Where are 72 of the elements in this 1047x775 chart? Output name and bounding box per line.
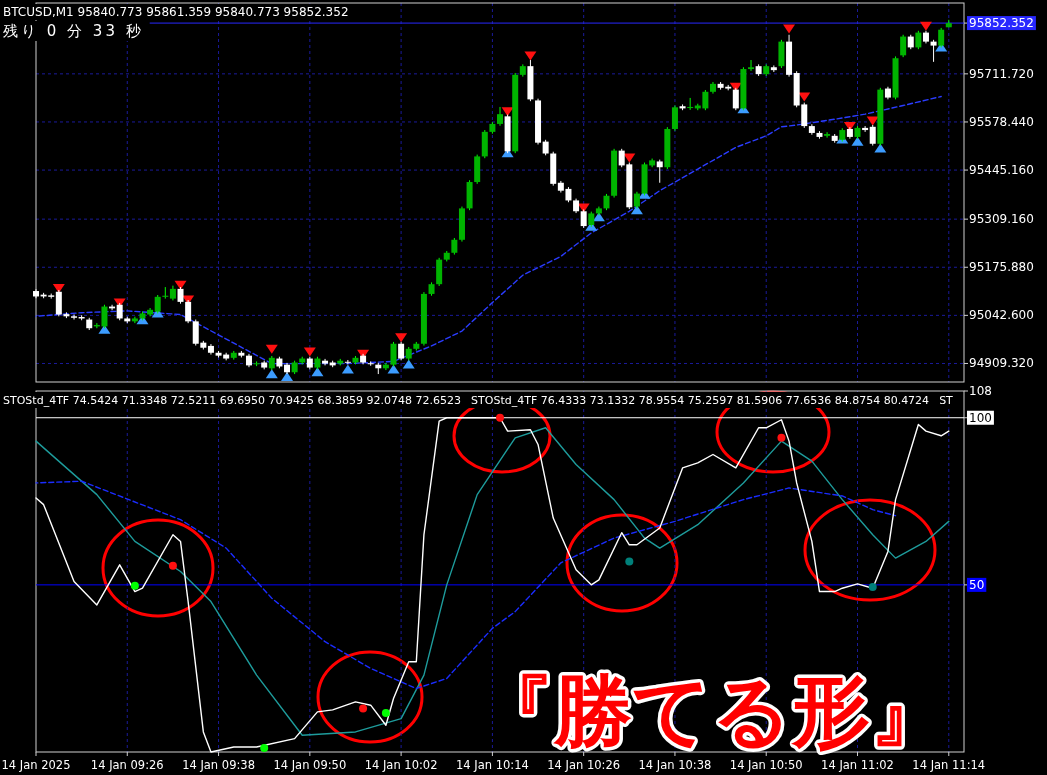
candlestick [671,105,678,132]
candlestick [390,341,397,367]
point [381,708,390,717]
y-tick-label: 95711.720 [969,66,1034,81]
chart-title: STOStd_4TF 74.5424 71.3348 72.5211 69.6950 70.9425 68.3859 92.0748 72.6523 [3,394,462,407]
point [868,582,877,591]
x-tick-label: 14 Jan 11:02 [821,758,894,772]
chart-title: BTCUSD,M1 95840.773 95861.359 95840.773 95852.352 [3,5,349,19]
candlestick [732,87,739,111]
point [168,561,177,570]
x-tick-label: 14 Jan 2025 [1,758,71,772]
y-tick-label: 94909.320 [969,356,1034,371]
point [625,557,634,566]
point [387,364,400,374]
point [359,704,368,713]
candlestick [131,316,138,324]
x-tick-label: 14 Jan 10:50 [729,758,803,772]
y-tick-label: 95309.160 [969,212,1034,227]
candlestick [162,286,169,300]
annotation: 『勝てる形』 [476,666,948,756]
candlestick [322,358,329,366]
point [341,364,354,374]
x-tick-label: 14 Jan 09:50 [273,758,347,772]
point [851,136,864,146]
x-tick-label: 14 Jan 10:14 [455,758,529,772]
candlestick [748,59,755,72]
y-tick-label: 100 [969,410,992,425]
candlestick [344,359,351,365]
candlestick [656,159,663,184]
point [623,153,636,163]
x-tick-label: 14 Jan 10:26 [547,758,621,772]
candlestick [938,27,945,48]
x-tick-label: 14 Jan 11:14 [912,758,986,772]
candlestick [398,341,405,361]
annotation: ST [939,394,954,407]
y-tick-label: 95578.440 [969,114,1034,129]
y-tick-label: 95042.600 [969,308,1034,323]
candlestick [580,208,587,229]
candlestick [862,125,869,133]
point [260,743,269,752]
candlestick [185,299,192,324]
point [311,367,324,377]
y-tick-label: 95175.880 [969,260,1034,275]
y-tick-label: 50 [969,577,985,592]
point [496,413,504,422]
candlestick [930,39,937,63]
point [919,21,932,31]
point [874,143,887,153]
candlestick [869,124,876,147]
point [777,433,786,442]
candlestick [915,30,922,50]
chart-subtitle: STOStd_4TF 76.4333 73.1332 78.9554 75.2597 81.5906 77.6536 84.8754 80.4724 [471,394,930,407]
y-tick-label: 108 [969,384,992,398]
candlestick [367,360,374,367]
point [281,372,294,382]
candlestick [824,131,831,139]
x-tick-label: 14 Jan 09:38 [182,758,255,772]
x-tick-label: 14 Jan 10:02 [364,758,438,772]
point [501,107,514,117]
y-tick-label: 95852.352 [969,16,1034,31]
candlestick [687,97,694,111]
x-tick-label: 14 Jan 10:38 [638,758,712,772]
point [265,369,278,379]
y-tick-label: 95445.160 [969,163,1034,178]
point [130,581,139,590]
point [798,92,811,102]
candlestick [497,106,503,127]
candlestick [154,294,161,314]
candlestick [900,34,907,58]
x-tick-label: 14 Jan 09:26 [90,758,164,772]
candlestick [71,314,78,321]
text: 残り 0 分 33 秒 [3,22,144,40]
